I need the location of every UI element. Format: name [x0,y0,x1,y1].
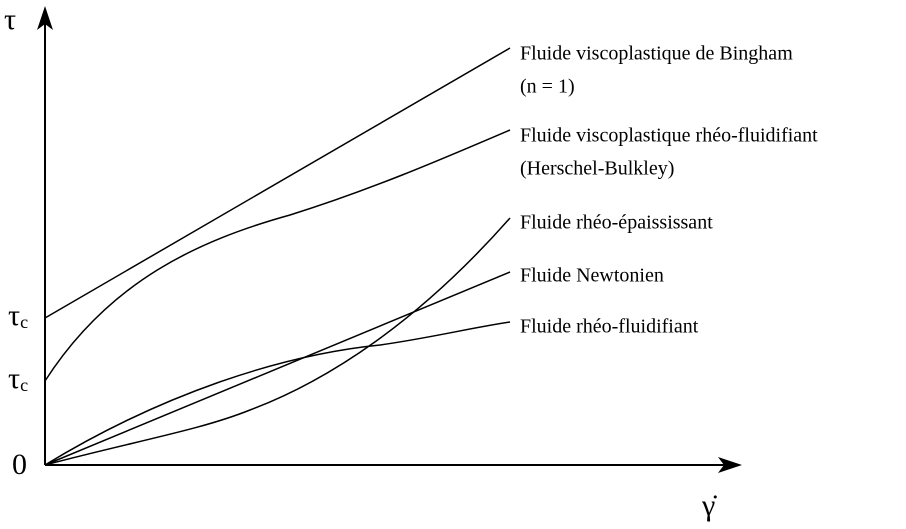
tau-c-label: τc [8,362,28,395]
herschel-bulkley-curve [44,129,511,382]
curve-label: Fluide viscoplastique rhéo-fluidifiant [520,125,818,147]
curve-label: (n = 1) [520,76,575,98]
curve-label: Fluide Newtonien [520,265,664,287]
tau-c-label: τc [8,299,28,332]
curve-label: Fluide rhéo-épaississant [520,212,713,234]
bingham-curve [44,47,511,319]
curve-label: Fluide rhéo-fluidifiant [520,316,699,338]
curve-label: (Herschel-Bulkley) [520,158,674,180]
y-label: τ [4,3,16,36]
origin-label: 0 [12,448,27,481]
newtonian-curve [44,271,511,466]
thickening-curve [44,217,511,466]
thinning-curve [44,321,511,466]
y-arrow [37,6,53,30]
curve-label: Fluide viscoplastique de Bingham [520,43,793,65]
x-label: γ̇ [701,489,717,522]
x-arrow [718,457,742,473]
